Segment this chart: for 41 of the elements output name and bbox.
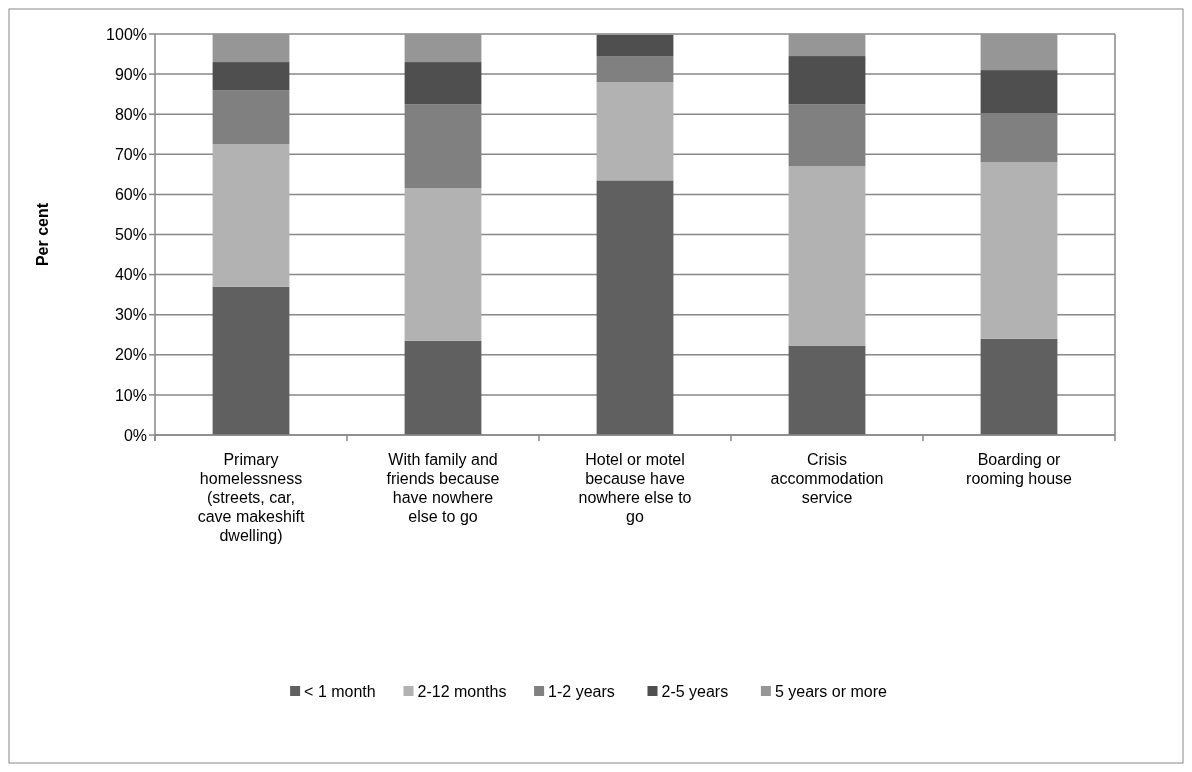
legend-label: 5 years or more	[774, 682, 888, 700]
bar	[788, 345, 866, 435]
bar	[596, 82, 674, 181]
bar	[212, 34, 290, 63]
legend-label: < 1 month	[304, 682, 376, 700]
x-tick-label: Primary homelessness (streets, car, cave makeshift dwelling)	[197, 451, 305, 544]
x-tick-label: Hotel or motel because have nowhere else to go	[578, 451, 692, 525]
bar	[596, 180, 674, 435]
bar	[980, 162, 1058, 339]
y-tick-label: 100%	[106, 25, 147, 43]
y-axis-title: Per cent	[34, 202, 51, 267]
legend-label: 1-2 years	[548, 682, 615, 700]
y-tick-label: 60%	[114, 186, 147, 203]
bar	[788, 34, 866, 57]
legend-label: 2-12 months	[417, 682, 507, 700]
y-tick-label: 90%	[114, 65, 147, 83]
bar	[980, 70, 1058, 113]
y-tick-label: 50%	[114, 226, 147, 244]
y-tick-label: 0%	[123, 426, 147, 444]
y-tick-label: 10%	[114, 386, 147, 404]
y-tick-label: 40%	[114, 266, 147, 284]
bar	[212, 62, 290, 91]
x-tick-label: Crisis accommodation service	[770, 451, 884, 506]
bar	[980, 338, 1058, 435]
bar	[788, 56, 866, 105]
bar	[404, 62, 482, 105]
bar	[596, 34, 674, 57]
y-tick-label: 80%	[114, 105, 147, 123]
y-tick-label: 30%	[114, 306, 147, 324]
bar	[212, 144, 290, 287]
bar	[404, 188, 482, 341]
bar	[788, 166, 866, 346]
bar	[404, 34, 482, 63]
y-tick-label: 20%	[114, 346, 147, 364]
x-tick-label: Boarding or rooming house	[966, 451, 1073, 487]
legend-label: 2-5 years	[661, 682, 729, 700]
bar	[980, 34, 1058, 71]
bar	[404, 340, 482, 435]
bar	[212, 286, 290, 435]
y-tick-label: 70%	[114, 145, 147, 163]
x-tick-label: With family and friends because have nowhere else to go	[386, 451, 500, 525]
